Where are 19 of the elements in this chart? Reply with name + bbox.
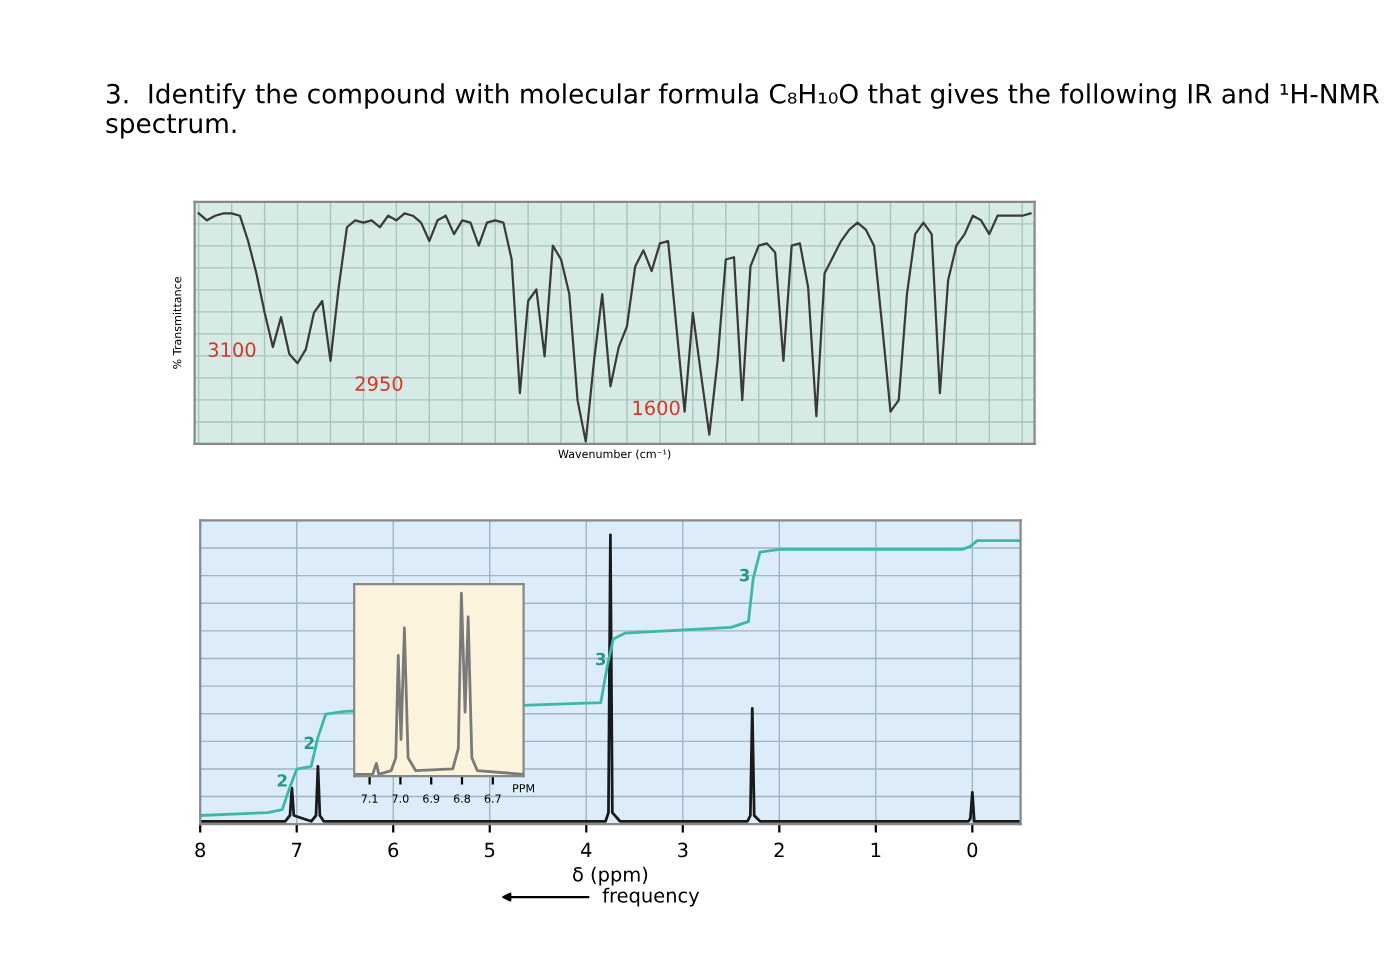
annotation: 3 [596,652,606,666]
x-tick-label: 3 [678,842,688,858]
x-axis-title: δ (ppm) [573,866,648,886]
chart-title: 3. Identify the compound with molecular formula C₈H₁₀O that gives the following IR and ¹H-NMR spectrum. [106,83,1379,139]
annotation: 2 [304,736,314,749]
annotation: 2 [277,774,287,787]
x-tick-label: 4 [581,842,592,858]
x-tick-label: 5 [485,842,495,858]
x-tick-label: 6 [388,842,399,858]
annotation: 2950 [355,376,403,391]
annotation: 1600 [633,400,680,416]
annotation: 3 [739,568,750,582]
x-tick-label: 1 [871,842,881,858]
annotation: 3100 [208,342,256,358]
x-tick-label: 0 [967,842,978,858]
x-tick-label: 7 [292,842,302,858]
x-tick-label: 8 [195,842,206,858]
x-tick-label: 2 [774,842,784,858]
text: frequency [602,887,700,907]
